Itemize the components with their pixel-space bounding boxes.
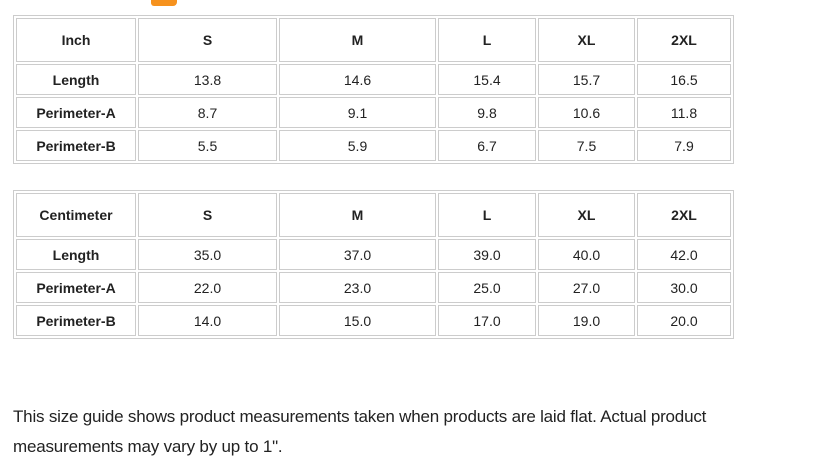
size-header-cell: XL <box>538 18 635 62</box>
measurement-value-cell: 17.0 <box>438 305 536 336</box>
measurement-value-cell: 7.5 <box>538 130 635 161</box>
measurement-value-cell: 16.5 <box>637 64 731 95</box>
measurement-value-cell: 23.0 <box>279 272 436 303</box>
measurement-value-cell: 5.9 <box>279 130 436 161</box>
measurement-value-cell: 20.0 <box>637 305 731 336</box>
table-row: Length 35.0 37.0 39.0 40.0 42.0 <box>16 239 731 270</box>
size-header-cell: L <box>438 18 536 62</box>
measurement-value-cell: 14.0 <box>138 305 277 336</box>
measurement-value-cell: 14.6 <box>279 64 436 95</box>
cropped-orange-heading-fragment <box>151 0 177 6</box>
row-label-cell: Perimeter-A <box>16 272 136 303</box>
row-label-cell: Length <box>16 239 136 270</box>
measurement-value-cell: 15.7 <box>538 64 635 95</box>
table-row: Perimeter-B 14.0 15.0 17.0 19.0 20.0 <box>16 305 731 336</box>
size-guide-note: This size guide shows product measuremen… <box>13 407 707 456</box>
header-row: Inch S M L XL 2XL <box>16 18 731 62</box>
row-label-cell: Perimeter-A <box>16 97 136 128</box>
measurement-value-cell: 37.0 <box>279 239 436 270</box>
table-row: Perimeter-A 22.0 23.0 25.0 27.0 30.0 <box>16 272 731 303</box>
measurement-value-cell: 9.8 <box>438 97 536 128</box>
measurement-value-cell: 13.8 <box>138 64 277 95</box>
measurement-value-cell: 40.0 <box>538 239 635 270</box>
size-header-cell: S <box>138 18 277 62</box>
unit-header-cell: Inch <box>16 18 136 62</box>
measurement-value-cell: 9.1 <box>279 97 436 128</box>
table-row: Length 13.8 14.6 15.4 15.7 16.5 <box>16 64 731 95</box>
size-header-cell: S <box>138 193 277 237</box>
measurement-value-cell: 6.7 <box>438 130 536 161</box>
measurement-value-cell: 30.0 <box>637 272 731 303</box>
measurement-value-cell: 27.0 <box>538 272 635 303</box>
unit-header-cell: Centimeter <box>16 193 136 237</box>
measurement-value-cell: 25.0 <box>438 272 536 303</box>
measurement-value-cell: 15.4 <box>438 64 536 95</box>
size-header-cell: 2XL <box>637 18 731 62</box>
row-label-cell: Length <box>16 64 136 95</box>
measurement-value-cell: 42.0 <box>637 239 731 270</box>
size-header-cell: XL <box>538 193 635 237</box>
measurement-value-cell: 10.6 <box>538 97 635 128</box>
header-row: Centimeter S M L XL 2XL <box>16 193 731 237</box>
size-header-cell: M <box>279 18 436 62</box>
measurement-value-cell: 8.7 <box>138 97 277 128</box>
measurement-value-cell: 19.0 <box>538 305 635 336</box>
measurement-value-cell: 22.0 <box>138 272 277 303</box>
size-header-cell: 2XL <box>637 193 731 237</box>
size-table-inch: Inch S M L XL 2XL Length 13.8 14.6 15.4 … <box>13 15 734 164</box>
measurement-value-cell: 11.8 <box>637 97 731 128</box>
table-row: Perimeter-A 8.7 9.1 9.8 10.6 11.8 <box>16 97 731 128</box>
row-label-cell: Perimeter-B <box>16 130 136 161</box>
size-header-cell: L <box>438 193 536 237</box>
table-row: Perimeter-B 5.5 5.9 6.7 7.5 7.9 <box>16 130 731 161</box>
row-label-cell: Perimeter-B <box>16 305 136 336</box>
measurement-value-cell: 35.0 <box>138 239 277 270</box>
measurement-value-cell: 15.0 <box>279 305 436 336</box>
size-header-cell: M <box>279 193 436 237</box>
size-table-centimeter: Centimeter S M L XL 2XL Length 35.0 37.0… <box>13 190 734 339</box>
measurement-value-cell: 7.9 <box>637 130 731 161</box>
measurement-value-cell: 39.0 <box>438 239 536 270</box>
measurement-value-cell: 5.5 <box>138 130 277 161</box>
